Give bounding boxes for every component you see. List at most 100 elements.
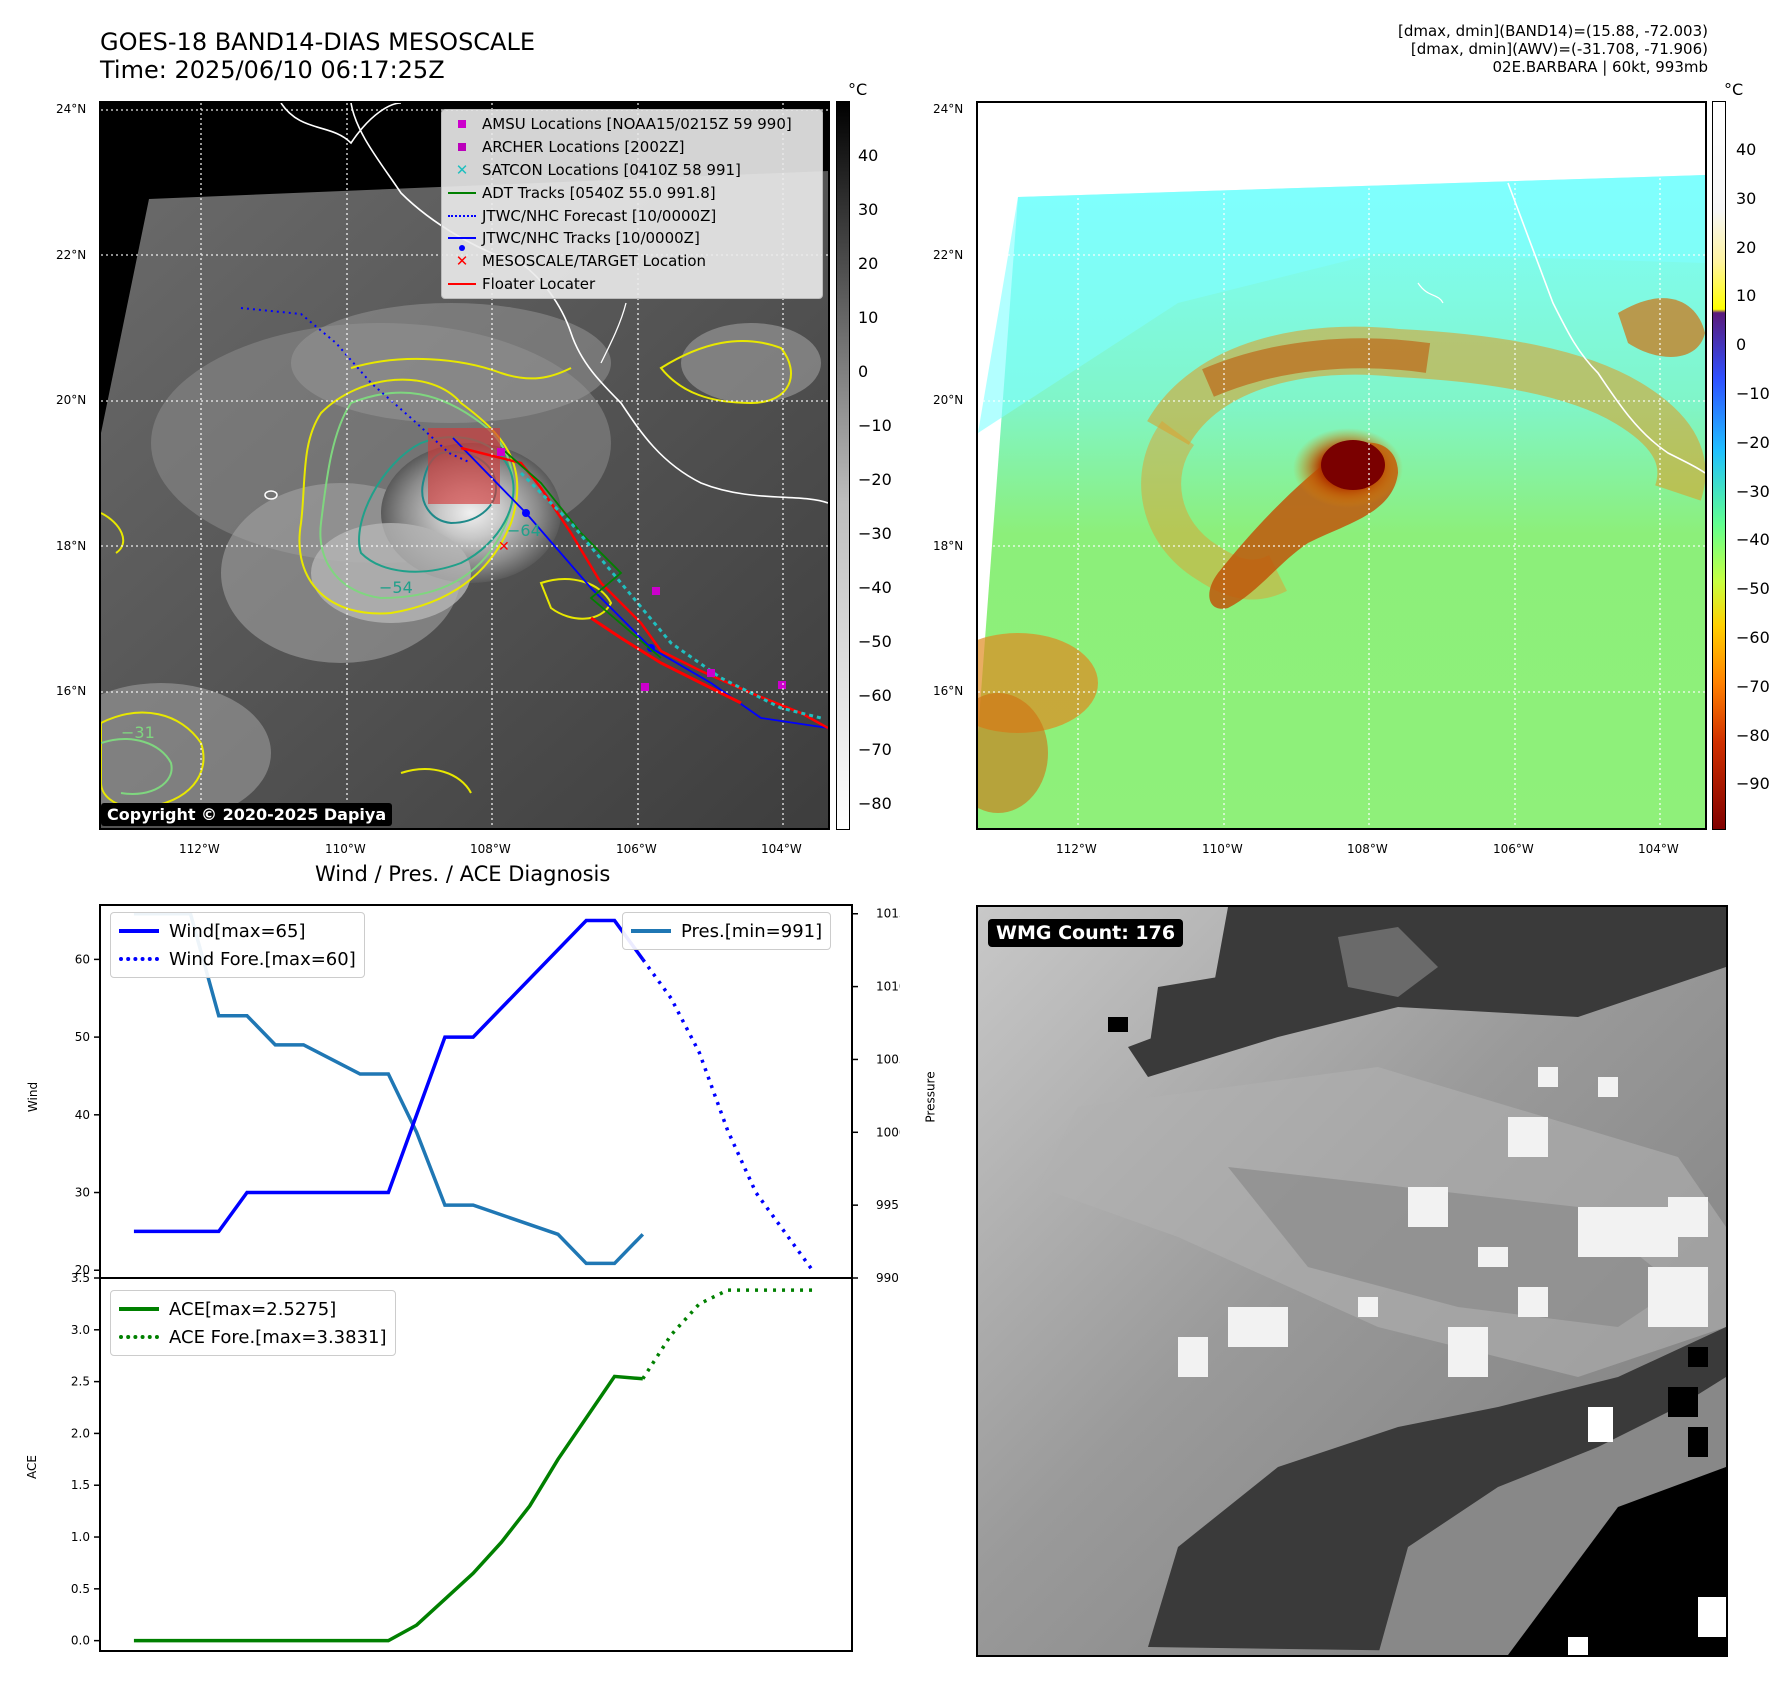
colorbar-tick-label: −10 xyxy=(858,416,892,435)
colorbar-tick-label: −80 xyxy=(1736,725,1770,745)
square-marker-icon xyxy=(442,120,482,129)
colorbar-tick-label: −80 xyxy=(858,794,892,813)
ir-map-panel: ✕ −64 −54 −31 AMSU Locations [NOAA15/021… xyxy=(99,101,830,830)
colorbar-unit: °C xyxy=(848,80,868,99)
colorbar-tick-label: −20 xyxy=(1736,432,1770,452)
wmg-panel: WMG Count: 176 xyxy=(976,905,1728,1657)
y-tick-label: 40 xyxy=(75,1108,90,1122)
solid-line-icon xyxy=(442,191,482,194)
solid-line-icon xyxy=(119,1307,159,1311)
wind-axis-label: Wind xyxy=(26,1081,41,1113)
lat-label: 16°N xyxy=(933,684,964,698)
svg-text:✕: ✕ xyxy=(498,539,510,555)
solid-line-icon xyxy=(631,929,671,933)
info-line3: 02E.BARBARA | 60kt, 993mb xyxy=(1492,58,1708,76)
ace-forecast-line xyxy=(641,1288,813,1380)
ir-colorbar xyxy=(836,101,850,830)
storm-info: [dmax, dmin](BAND14)=(15.88, -72.003) [d… xyxy=(1398,22,1708,76)
dotted-line-icon xyxy=(119,1335,159,1339)
lat-label: 16°N xyxy=(56,684,87,698)
y-tick-label: 1.0 xyxy=(71,1530,90,1544)
colorbar-tick-label: 20 xyxy=(1736,237,1757,257)
contour-label-31: −31 xyxy=(121,723,155,742)
colorbar-tick-label: −40 xyxy=(858,578,892,597)
lon-label: 112°W xyxy=(179,842,220,856)
colorbar-tick-label: 0 xyxy=(858,362,869,381)
y-tick-label: 3.5 xyxy=(71,1271,90,1285)
legend-item-archer: ARCHER Locations [2002Z] xyxy=(442,136,822,159)
ace-legend: ACE[max=2.5275] ACE Fore.[max=3.3831] xyxy=(110,1290,396,1356)
legend-item-floater: Floater Locater xyxy=(442,273,822,296)
y-tick-label: 60 xyxy=(75,952,90,966)
x-marker-icon: ✕ xyxy=(455,252,469,271)
legend-item-mesoscale: ✕ MESOSCALE/TARGET Location xyxy=(442,250,822,273)
colorbar-tick-label: −60 xyxy=(858,686,892,705)
legend-item-ace-forecast: ACE Fore.[max=3.3831] xyxy=(119,1323,387,1351)
colorbar-tick-label: 0 xyxy=(1736,335,1747,355)
lat-label: 22°N xyxy=(56,248,87,262)
dotted-line-icon xyxy=(119,957,159,961)
lon-label: 108°W xyxy=(470,842,511,856)
legend-item-amsu: AMSU Locations [NOAA15/0215Z 59 990] xyxy=(442,113,822,136)
wind-forecast-line xyxy=(641,958,814,1272)
y-tick-label: 3.0 xyxy=(71,1323,90,1337)
lon-label: 104°W xyxy=(761,842,802,856)
colorbar-tick-label: −30 xyxy=(1736,481,1770,501)
legend-item-satcon: ✕ SATCON Locations [0410Z 58 991] xyxy=(442,159,822,182)
colorbar-tick-label: 10 xyxy=(858,308,879,327)
square-marker-icon xyxy=(442,143,482,152)
lon-label: 110°W xyxy=(325,842,366,856)
diagnosis-title: Wind / Pres. / ACE Diagnosis xyxy=(315,862,611,886)
figure-title: GOES-18 BAND14-DIAS MESOSCALE Time: 2025… xyxy=(100,28,535,84)
colorbar-tick-label: 20 xyxy=(858,254,879,273)
colorbar-tick-label: 10 xyxy=(1736,286,1757,306)
colorbar-tick-label: −90 xyxy=(1736,774,1770,794)
info-line2: [dmax, dmin](AWV)=(-31.708, -71.906) xyxy=(1410,40,1708,58)
lat-label: 24°N xyxy=(56,102,87,116)
y2-tick-label: 995 xyxy=(876,1198,899,1212)
legend-item-wind: Wind[max=65] xyxy=(119,917,356,945)
contour-label-54: −54 xyxy=(379,578,413,597)
colorbar-tick-label: −50 xyxy=(1736,579,1770,599)
lon-label: 110°W xyxy=(1202,842,1243,856)
y-tick-label: 0.5 xyxy=(71,1582,90,1596)
y2-tick-label: 1000 xyxy=(876,1125,900,1139)
colorbar-tick-label: 40 xyxy=(1736,140,1757,159)
y2-tick-label: 1015 xyxy=(876,907,900,921)
wmg-count-badge: WMG Count: 176 xyxy=(988,919,1184,947)
y-tick-label: 1.5 xyxy=(71,1478,90,1492)
solid-line-icon xyxy=(442,282,482,285)
solid-line-icon xyxy=(119,929,159,933)
lon-label: 106°W xyxy=(616,842,657,856)
lat-label: 20°N xyxy=(933,393,964,407)
y-tick-label: 50 xyxy=(75,1030,90,1044)
pressure-axis-label: Pressure xyxy=(923,1071,938,1123)
ace-line xyxy=(133,1374,643,1643)
dotted-line-icon xyxy=(442,214,482,217)
lon-label: 104°W xyxy=(1638,842,1679,856)
copyright-label: Copyright © 2020-2025 Dapiya xyxy=(101,803,393,826)
colorbar-tick-label: −70 xyxy=(858,740,892,759)
legend-item-adt: ADT Tracks [0540Z 55.0 991.8] xyxy=(442,181,822,204)
y-tick-label: 20 xyxy=(75,1263,90,1277)
colorbar-tick-label: 40 xyxy=(858,146,879,165)
colorbar-tick-label: −10 xyxy=(1736,384,1770,403)
ace-axis-label: ACE xyxy=(24,1455,39,1479)
x-marker-icon: ✕ xyxy=(455,160,469,179)
pressure-line xyxy=(133,911,645,1266)
axes-frame xyxy=(99,1277,853,1652)
lon-label: 108°W xyxy=(1347,842,1388,856)
colorbar-tick-label: −20 xyxy=(858,470,892,489)
colorbar-tick-label: 30 xyxy=(1736,188,1757,208)
y-tick-label: 2.0 xyxy=(71,1426,90,1440)
awv-map-panel xyxy=(976,101,1707,830)
y-tick-label: 2.5 xyxy=(71,1375,90,1389)
info-line1: [dmax, dmin](BAND14)=(15.88, -72.003) xyxy=(1397,22,1708,40)
awv-colorbar xyxy=(1712,101,1726,830)
colorbar-tick-label: −50 xyxy=(858,632,892,651)
lat-label: 22°N xyxy=(933,248,964,262)
lat-label: 18°N xyxy=(56,539,87,553)
ir-imagery: ✕ xyxy=(101,103,828,828)
